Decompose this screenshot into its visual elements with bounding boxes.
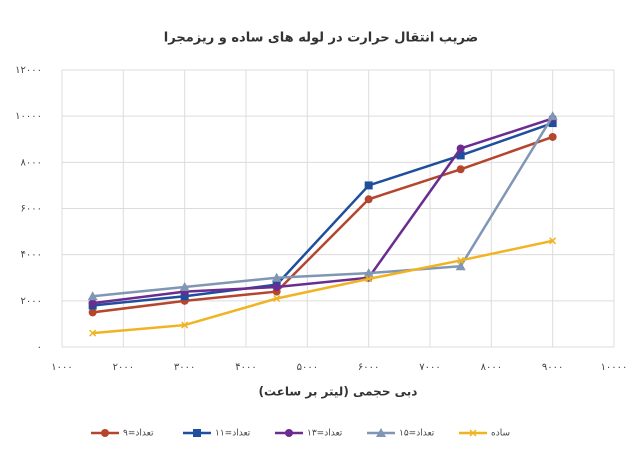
y-tick-label: ۶۰۰۰ — [21, 204, 42, 215]
marker — [547, 111, 558, 121]
marker — [271, 272, 282, 282]
y-tick-label: ۸۰۰۰ — [21, 157, 42, 168]
chart-title: ضریب انتقال حرارت در لوله های ساده و ریز… — [164, 31, 478, 46]
legend-label: تعداد=۹ — [123, 429, 154, 439]
x-tick-label: ۵۰۰۰ — [297, 362, 318, 373]
marker — [548, 132, 557, 141]
x-tick-label: ۹۰۰۰ — [542, 362, 563, 373]
legend-label: تعداد=۱۳ — [307, 429, 343, 439]
marker — [549, 237, 557, 245]
marker — [365, 275, 373, 283]
x-axis-label: دبی حجمی (لیتر بر ساعت) — [259, 385, 418, 399]
marker — [456, 144, 465, 153]
legend-label: تعداد=۱۵ — [399, 429, 435, 439]
legend-marker — [101, 429, 109, 437]
legend-label: تعداد=۱۱ — [215, 429, 251, 439]
marker — [457, 256, 465, 264]
x-tick-label: ۲۰۰۰ — [113, 362, 134, 373]
marker — [89, 329, 97, 337]
legend-marker — [469, 429, 477, 437]
x-tick-label: ۷۰۰۰ — [419, 362, 440, 373]
series-line — [92, 121, 554, 307]
x-tick-label: ۱۰۰۰۰ — [601, 362, 628, 373]
x-tick-label: ۳۰۰۰ — [174, 362, 195, 373]
marker — [456, 165, 465, 174]
x-tick-label: ۶۰۰۰ — [358, 362, 379, 373]
y-tick-label: ۱۰۰۰۰ — [15, 111, 42, 122]
x-tick-label: ۸۰۰۰ — [481, 362, 502, 373]
marker — [364, 181, 373, 190]
series-line — [92, 115, 554, 298]
y-tick-label: ۲۰۰۰ — [21, 296, 42, 307]
legend-marker — [285, 429, 293, 437]
marker — [456, 151, 465, 160]
y-tick-label: ۰ — [37, 342, 42, 353]
marker — [88, 299, 97, 308]
marker — [273, 294, 281, 303]
marker — [179, 281, 190, 291]
y-tick-label: ۴۰۰۰ — [21, 250, 42, 261]
y-tick-label: ۱۲۰۰۰ — [15, 65, 42, 76]
x-tick-label: ۱۰۰۰ — [51, 362, 72, 373]
marker — [363, 268, 374, 278]
marker — [548, 119, 557, 128]
legend-marker — [193, 429, 201, 437]
marker — [87, 291, 98, 301]
marker — [180, 292, 189, 301]
x-tick-label: ۴۰۰۰ — [235, 362, 256, 373]
marker — [455, 261, 466, 271]
marker — [364, 195, 373, 204]
legend-label: ساده — [491, 429, 510, 439]
series-line — [92, 239, 553, 335]
marker — [272, 282, 281, 291]
series-line — [92, 135, 554, 314]
legend-marker — [376, 428, 386, 437]
marker — [181, 321, 189, 329]
series-line — [92, 117, 554, 305]
marker — [88, 308, 97, 317]
